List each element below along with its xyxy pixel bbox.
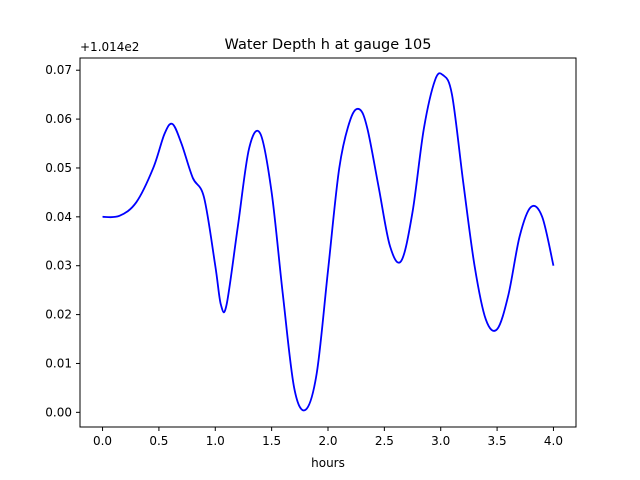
series-line xyxy=(102,72,555,412)
x-tick-label: 4.0 xyxy=(544,434,563,448)
plot-area xyxy=(80,58,576,427)
y-tick-label: 0.01 xyxy=(45,356,72,370)
x-axis-ticks: 0.0 0.5 1.0 1.5 2.0 2.5 3.0 3.5 4.0 xyxy=(93,427,563,448)
y-offset-label: +1.014e2 xyxy=(80,40,139,54)
y-tick-label: 0.03 xyxy=(45,259,72,273)
x-tick-label: 2.5 xyxy=(375,434,394,448)
y-tick-label: 0.06 xyxy=(45,112,72,126)
y-tick-label: 0.07 xyxy=(45,63,72,77)
plot-frame xyxy=(79,57,577,428)
y-tick-label: 0.02 xyxy=(45,308,72,322)
y-tick-label: 0.05 xyxy=(45,161,72,175)
y-tick-label: 0.04 xyxy=(45,210,72,224)
x-tick-label: 2.0 xyxy=(318,434,337,448)
x-tick-label: 3.5 xyxy=(488,434,507,448)
x-tick-label: 3.0 xyxy=(431,434,450,448)
series-layer xyxy=(102,72,555,412)
x-tick-label: 0.0 xyxy=(93,434,112,448)
y-axis-ticks: 0.00 0.01 0.02 0.03 0.04 0.05 0.06 0.07 xyxy=(45,63,80,419)
x-tick-label: 0.5 xyxy=(149,434,168,448)
chart-title: Water Depth h at gauge 105 xyxy=(225,37,432,53)
x-tick-label: 1.5 xyxy=(262,434,281,448)
y-tick-label: 0.00 xyxy=(45,405,72,419)
x-tick-label: 1.0 xyxy=(206,434,225,448)
x-axis-label: hours xyxy=(311,456,345,470)
